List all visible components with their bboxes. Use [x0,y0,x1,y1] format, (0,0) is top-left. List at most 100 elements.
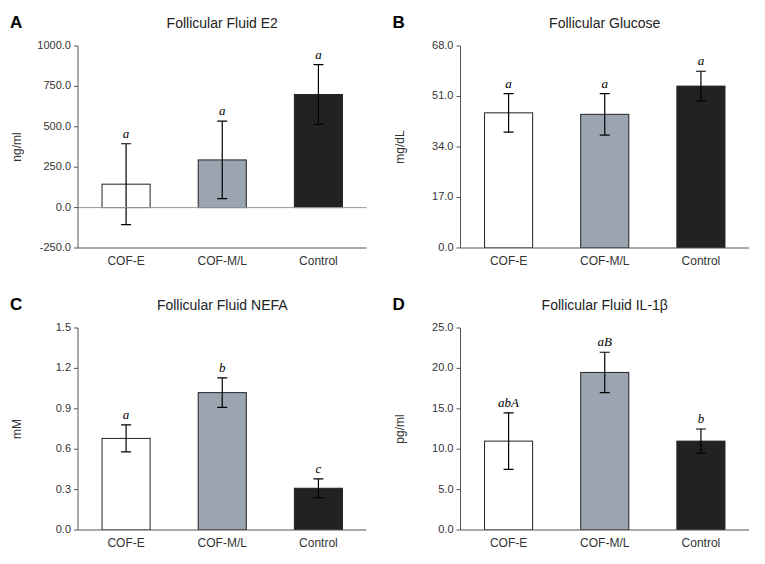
category-label: Control [682,254,721,268]
category-label: COF-E [107,536,144,550]
tick-mark [74,449,78,450]
error-cap [121,143,131,144]
error-cap [217,121,227,122]
y-axis-label: pg/ml [393,414,407,443]
tick-label: 0.0 [438,523,453,535]
category-label: COF-M/L [198,536,248,550]
error-cap [504,412,514,413]
category-label: COF-E [107,254,144,268]
error-line [604,94,605,136]
tick-label: 20.0 [432,361,453,373]
error-bar [504,94,514,133]
error-cap [313,497,323,498]
error-cap [313,124,323,125]
error-line [125,425,126,452]
error-bar [121,144,131,225]
panel-label: A [10,13,22,32]
significance-label: a [123,126,130,141]
significance-label: a [602,76,609,91]
significance-label: a [698,53,705,68]
y-axis [78,328,79,530]
tick-label: 0.0 [56,523,71,535]
bar [102,438,150,530]
significance-label: a [315,47,322,62]
error-cap [600,392,610,393]
error-line [222,121,223,199]
bar [581,372,629,530]
tick-label: 17.0 [432,190,453,202]
error-cap [696,453,706,454]
tick-label: 750.0 [43,79,71,91]
category-label: COF-E [490,536,527,550]
tick-label: 0.0 [56,201,71,213]
error-line [604,352,605,392]
error-cap [313,64,323,65]
title: Follicular Fluid E2 [167,15,278,31]
tick-label: 250.0 [43,160,71,172]
bar [198,393,246,530]
tick-mark [457,368,461,369]
tick-mark [74,489,78,490]
significance-label: b [698,411,705,426]
error-bar [600,94,610,136]
category-label: Control [299,536,338,550]
panel: 0.05.010.015.020.025.0COF-ECOF-M/LContro… [393,295,750,550]
error-cap [121,224,131,225]
error-bar [696,71,706,101]
tick-mark [457,449,461,450]
y-axis [78,46,79,248]
tick-label: 1.2 [56,361,71,373]
tick-label: -250.0 [40,241,71,253]
tick-label: 500.0 [43,120,71,132]
error-bar [313,65,323,125]
significance-label: a [123,407,130,422]
error-bar [121,425,131,452]
error-cap [121,424,131,425]
error-line [508,94,509,133]
panel: 0.017.034.051.068.0COF-ECOF-M/LControlaa… [393,13,750,268]
error-cap [696,428,706,429]
error-cap [504,132,514,133]
error-cap [696,71,706,72]
error-cap [121,451,131,452]
error-line [508,413,509,470]
category-label: COF-M/L [580,254,630,268]
significance-label: b [219,360,226,375]
error-line [318,65,319,125]
panel: -250.00.0250.0500.0750.01000.0COF-ECOF-M… [10,13,367,268]
significance-label: c [316,461,322,476]
tick-mark [457,147,461,148]
panel-label: B [393,13,405,32]
y-axis-label: mg/dL [393,130,407,164]
panel-label: D [393,295,405,314]
tick-mark [457,46,461,47]
tick-label: 15.0 [432,402,453,414]
tick-mark [74,126,78,127]
y-axis-label: mM [10,419,24,439]
panel-label: C [10,295,22,314]
bars [485,71,725,248]
tick-mark [74,46,78,47]
error-cap [600,352,610,353]
bars [102,65,342,225]
error-cap [217,198,227,199]
error-cap [504,469,514,470]
x-axis [461,248,750,249]
significance-label: a [219,103,226,118]
title: Follicular Fluid IL-1β [542,297,668,313]
tick-mark [74,248,78,249]
tick-label: 1.5 [56,321,71,333]
tick-label: 0.3 [56,483,71,495]
x-axis [78,530,367,531]
error-bar [217,378,227,408]
title: Follicular Fluid NEFA [157,297,288,313]
tick-label: 5.0 [438,483,453,495]
x-axis [461,530,750,531]
tick-mark [74,328,78,329]
error-cap [313,478,323,479]
tick-label: 0.0 [438,241,453,253]
bar [677,441,725,530]
error-cap [600,93,610,94]
tick-mark [74,408,78,409]
tick-mark [74,207,78,208]
